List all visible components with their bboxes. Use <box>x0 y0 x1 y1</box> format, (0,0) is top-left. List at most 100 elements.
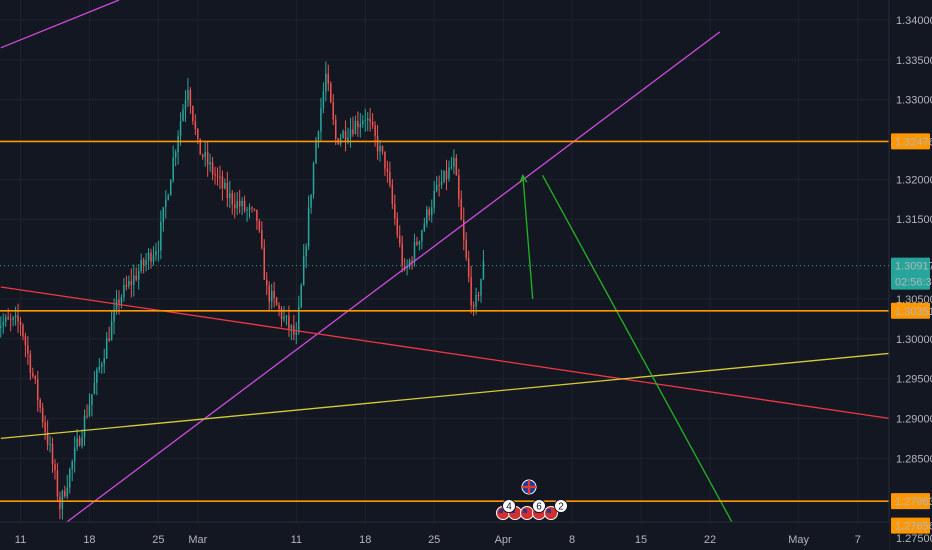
candle-body[interactable] <box>320 108 322 132</box>
gb-flag-icon[interactable] <box>521 479 537 495</box>
candle-body[interactable] <box>354 121 357 135</box>
candle-body[interactable] <box>330 83 332 103</box>
candle-body[interactable] <box>86 415 88 417</box>
candle-body[interactable] <box>241 200 243 207</box>
candle-body[interactable] <box>120 297 123 304</box>
candle-body[interactable] <box>197 128 199 139</box>
candle-body[interactable] <box>253 208 256 210</box>
candle-body[interactable] <box>261 230 263 248</box>
candle-body[interactable] <box>285 315 288 317</box>
candle-body[interactable] <box>22 325 24 337</box>
candle-body[interactable] <box>300 285 302 307</box>
candle-body[interactable] <box>29 353 32 374</box>
candle-body[interactable] <box>243 200 246 211</box>
candle-body[interactable] <box>477 294 480 296</box>
candle-body[interactable] <box>219 176 221 178</box>
candle-body[interactable] <box>297 306 300 333</box>
candle-body[interactable] <box>100 364 103 367</box>
candle-body[interactable] <box>165 199 167 208</box>
candle-body[interactable] <box>192 106 194 122</box>
candle-body[interactable] <box>327 73 330 84</box>
candle-body[interactable] <box>268 285 270 302</box>
candle-body[interactable] <box>73 447 76 462</box>
candle-body[interactable] <box>147 252 150 261</box>
us-flag-icon[interactable] <box>520 506 534 520</box>
event-count-badge[interactable] <box>502 499 516 513</box>
candle-body[interactable] <box>352 129 354 135</box>
candle-body[interactable] <box>174 151 177 158</box>
candle-body[interactable] <box>103 358 105 365</box>
candle-body[interactable] <box>307 207 310 247</box>
candle-body[interactable] <box>177 136 179 152</box>
candle-body[interactable] <box>209 162 211 165</box>
candle-body[interactable] <box>332 102 335 120</box>
candle-body[interactable] <box>398 235 401 244</box>
candle-body[interactable] <box>167 195 170 200</box>
candle-body[interactable] <box>440 181 443 186</box>
candle-body[interactable] <box>118 299 120 304</box>
level-1-price-box[interactable] <box>891 133 930 150</box>
candle-body[interactable] <box>172 157 174 181</box>
candle-body[interactable] <box>54 464 56 471</box>
candle-body[interactable] <box>305 246 307 257</box>
candle-body[interactable] <box>482 260 485 280</box>
candle-body[interactable] <box>9 319 12 321</box>
candle-body[interactable] <box>162 207 165 222</box>
candle-body[interactable] <box>34 375 37 380</box>
candle-body[interactable] <box>448 167 450 179</box>
candle-body[interactable] <box>349 129 352 138</box>
candle-body[interactable] <box>359 123 362 128</box>
candle-body[interactable] <box>381 145 384 152</box>
candle-body[interactable] <box>231 193 234 205</box>
candle-body[interactable] <box>430 207 433 216</box>
candle-body[interactable] <box>51 443 54 465</box>
candle-body[interactable] <box>105 338 108 359</box>
candle-body[interactable] <box>472 305 475 307</box>
candle-body[interactable] <box>49 443 51 445</box>
candle-body[interactable] <box>56 470 59 497</box>
candle-body[interactable] <box>394 204 396 219</box>
candle-body[interactable] <box>384 151 386 169</box>
candle-body[interactable] <box>110 321 113 341</box>
candle-body[interactable] <box>408 260 411 267</box>
candle-body[interactable] <box>91 394 93 405</box>
candle-body[interactable] <box>68 469 71 488</box>
candle-body[interactable] <box>433 190 435 208</box>
us-flag-icon[interactable] <box>544 506 558 520</box>
candle-body[interactable] <box>435 184 438 191</box>
candle-body[interactable] <box>221 176 224 189</box>
candle-body[interactable] <box>258 221 261 231</box>
candle-body[interactable] <box>7 317 9 320</box>
candle-body[interactable] <box>325 73 327 92</box>
candle-body[interactable] <box>265 279 268 286</box>
candle-body[interactable] <box>17 315 19 322</box>
candle-body[interactable] <box>302 256 305 286</box>
candle-body[interactable] <box>480 279 482 296</box>
candle-body[interactable] <box>379 145 381 152</box>
candle-body[interactable] <box>462 219 465 240</box>
candle-body[interactable] <box>93 382 96 395</box>
candle-body[interactable] <box>411 260 413 262</box>
candle-body[interactable] <box>64 490 66 497</box>
candle-body[interactable] <box>96 369 98 383</box>
candle-body[interactable] <box>364 119 367 121</box>
candle-body[interactable] <box>211 162 214 175</box>
candle-body[interactable] <box>273 290 275 299</box>
candle-body[interactable] <box>389 171 391 185</box>
candles[interactable] <box>0 61 485 520</box>
candle-body[interactable] <box>135 275 138 280</box>
level-3-price-box[interactable] <box>891 493 930 510</box>
candle-body[interactable] <box>128 281 130 287</box>
candle-body[interactable] <box>46 432 49 445</box>
arrow-line[interactable] <box>522 175 534 299</box>
candle-body[interactable] <box>71 461 73 470</box>
candle-body[interactable] <box>369 118 371 122</box>
event-markers[interactable]: 4 6 2 <box>496 479 568 520</box>
candle-body[interactable] <box>322 91 325 109</box>
candle-body[interactable] <box>418 241 421 245</box>
candle-body[interactable] <box>78 438 81 446</box>
candle-body[interactable] <box>226 182 229 199</box>
candle-body[interactable] <box>27 345 29 354</box>
